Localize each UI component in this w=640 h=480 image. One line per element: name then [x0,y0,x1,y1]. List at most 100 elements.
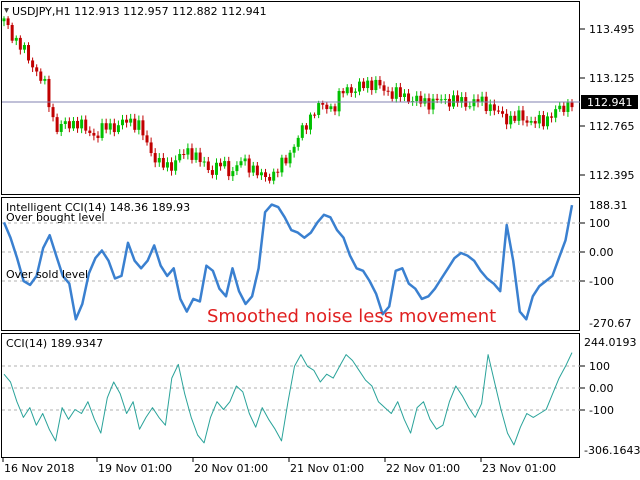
candle-body [88,130,92,133]
candle-body [349,87,353,93]
candle-body [468,106,472,108]
over-sold-label: Over sold level [6,268,88,281]
candle-body [525,120,529,123]
candle-body [358,81,362,92]
candle-body [276,171,280,173]
candle-body [231,171,235,177]
indicator1-tick: 188.31 [589,199,628,212]
candle-body [63,121,67,125]
candle-body [67,121,71,129]
candle-body [341,91,345,94]
candle-body [214,162,218,175]
candle-body [153,153,157,163]
candle-body [505,113,509,125]
candle-body [558,105,562,110]
candle-body [439,99,443,101]
candle-body [47,78,51,108]
candle-body [329,106,333,110]
candle-body [149,142,153,154]
current-price-tag [581,95,638,109]
candle-body [529,121,533,123]
indicator2-tick: -306.1643 [584,444,640,457]
candle-body [488,104,492,112]
candle-body [337,91,341,112]
candle-body [206,161,210,171]
candle-body [43,78,47,81]
candle-body [272,171,276,181]
candle-body [112,123,116,133]
indicator2-tick: 0.00 [589,382,614,395]
candle-body [447,98,451,107]
candle-body [264,172,268,178]
candle-body [219,162,223,167]
candle-body [255,165,259,176]
candle-body [496,110,500,112]
candle-body [537,115,541,124]
candle-body [35,67,39,72]
indicator1-title: Intelligent CCI(14) 148.36 189.93 [6,201,190,214]
candle-body [431,98,435,110]
candle-body [398,87,402,97]
main-panel-title: USDJPY,H1 112.913 112.957 112.882 112.94… [12,5,267,18]
price-axis: 113.495 113.125 112.765 112.395 [580,23,635,182]
candle-body [18,37,22,50]
candle-body [137,120,141,130]
candle-body [6,18,10,26]
indicator2-tick: -100 [589,404,614,417]
candle-body [239,161,243,166]
candle-body [108,123,112,130]
candle-body [178,153,182,161]
time-tick: 22 Nov 01:00 [386,462,460,475]
candle-body [190,148,194,160]
candle-body [378,79,382,86]
indicator2-panel-frame [1,333,580,458]
indicator1-panel-frame [1,197,580,331]
candle-body [296,137,300,147]
candle-body [104,123,108,130]
candle-body [182,153,186,155]
candle-body [116,125,120,133]
candle-body [407,93,411,102]
candle-body [300,125,304,138]
intelligent-cci-line [2,203,574,321]
candle-body [554,109,558,118]
candle-body [308,114,312,130]
candle-body [10,25,14,41]
indicator1-axis: 188.31 100 0.00 -100 -270.67 [580,199,631,330]
symbol-marker-icon [4,8,9,13]
candle-body [333,106,337,112]
time-tick: 23 Nov 01:00 [482,462,556,475]
candle-body [125,119,129,123]
candle-body [76,120,80,129]
candle-body [292,146,296,153]
candle-body [223,161,227,167]
candle-body [2,18,6,22]
indicator1-tick: -100 [589,275,614,288]
candle-body [14,37,18,41]
candle-body [268,177,272,181]
candle-body [321,103,325,105]
candle-body [174,160,178,171]
price-tick: 112.395 [589,169,635,182]
candle-body [415,95,419,102]
candle-body [484,96,488,112]
candle-body [145,135,149,143]
candle-body [509,115,513,125]
candle-body [472,99,476,107]
candle-body [157,157,161,163]
candle-body [370,80,374,91]
candle-body [170,162,174,171]
candle-body [492,104,496,111]
candle-body [374,79,378,91]
candle-body [325,104,329,110]
candle-body [31,60,35,68]
candle-body [92,132,96,136]
cci-line [3,352,573,446]
candle-body [133,118,137,130]
candle-body [165,162,169,168]
candle-body [533,121,537,124]
candle-body [27,45,31,61]
time-axis: 16 Nov 2018 19 Nov 01:00 20 Nov 01:00 21… [2,458,556,475]
candle-body [121,119,125,126]
